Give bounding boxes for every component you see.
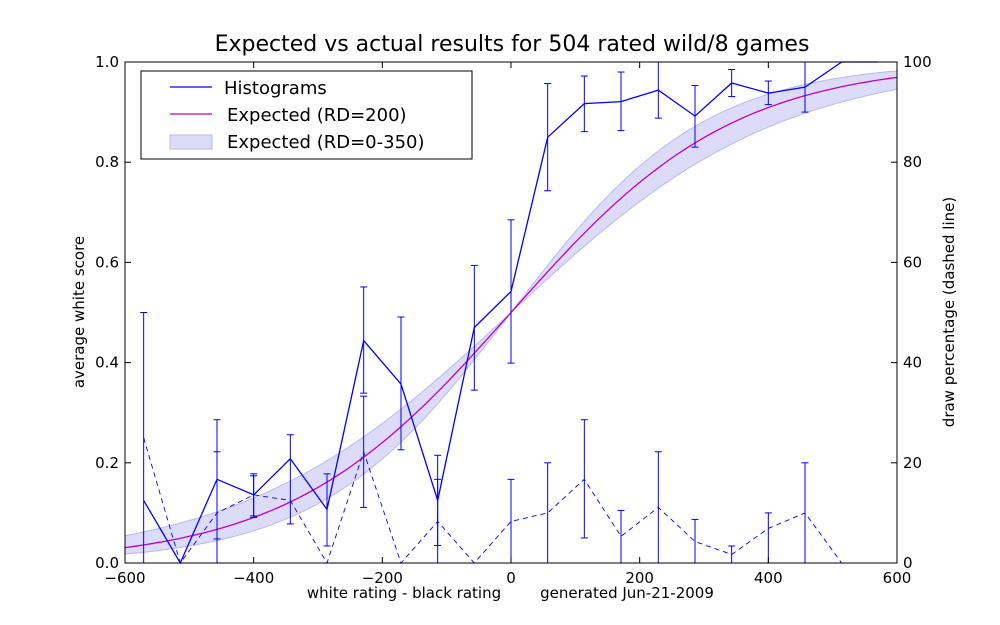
legend-label-band: Expected (RD=0-350) [227, 132, 425, 153]
legend: Histograms Expected (RD=200) Expected (R… [140, 70, 473, 160]
x-tick-label-1: −400 [233, 569, 274, 587]
x-axis-label: white rating - black rating [307, 584, 501, 602]
x-tick-label-6: 600 [883, 569, 912, 587]
x-tick-label-5: 400 [754, 569, 783, 587]
chart-title: Expected vs actual results for 504 rated… [215, 32, 810, 57]
y-tick-label-right-0: 0 [903, 554, 913, 572]
y-axis-label: average white score [70, 236, 88, 388]
y-tick-label-right-4: 80 [903, 153, 922, 171]
y-tick-label-right-5: 100 [903, 53, 932, 71]
x-tick-label-2: −200 [362, 569, 403, 587]
y-axis-label-right: draw percentage (dashed line) [940, 197, 958, 427]
y-tick-label-left-0: 0.0 [95, 554, 119, 572]
draw-percentage-line [143, 437, 879, 565]
x-tick-label-0: −600 [104, 569, 145, 587]
y-tick-label-right-1: 20 [903, 454, 922, 472]
plot-area [124, 61, 898, 565]
y-tick-label-right-3: 60 [903, 253, 922, 271]
legend-label-histograms: Histograms [224, 78, 327, 99]
x-tick-label-4: 200 [625, 569, 654, 587]
series-layer [124, 61, 898, 565]
ticks-layer: −600 −400 −200 0 200 400 6000.00.20.40.60.81.0… [95, 53, 932, 587]
legend-swatch-band [169, 134, 213, 150]
y-tick-label-left-5: 1.0 [95, 53, 119, 71]
y-tick-label-left-3: 0.6 [95, 253, 119, 271]
x-tick-label-3: 0 [506, 569, 516, 587]
y-tick-label-left-4: 0.8 [95, 153, 119, 171]
y-tick-label-left-2: 0.4 [95, 354, 119, 372]
y-tick-label-right-2: 40 [903, 354, 922, 372]
histogram-line [143, 61, 879, 565]
y-tick-label-left-1: 0.2 [95, 454, 119, 472]
legend-label-expected: Expected (RD=200) [227, 105, 407, 126]
generated-date: generated Jun-21-2009 [540, 584, 714, 602]
